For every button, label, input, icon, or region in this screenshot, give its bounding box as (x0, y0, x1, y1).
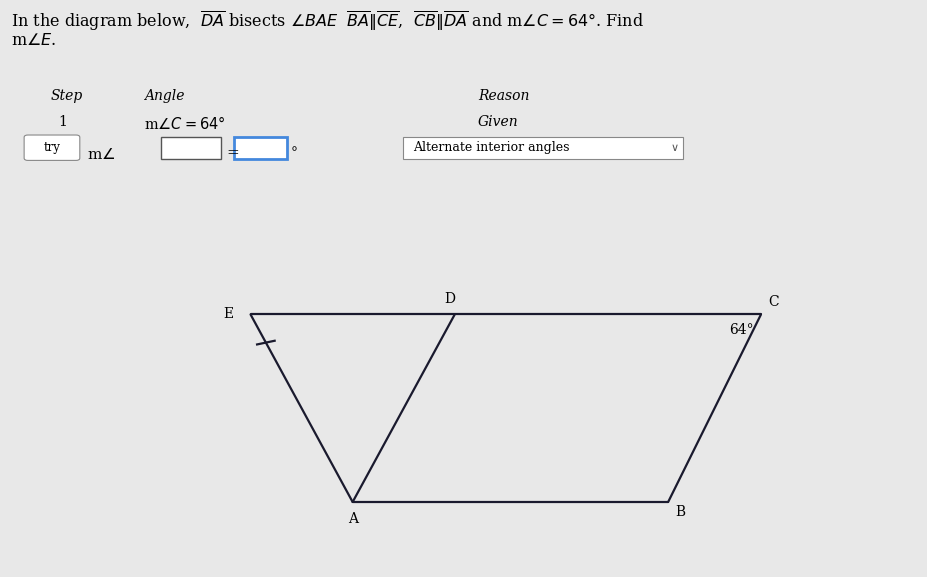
Text: =: = (226, 147, 239, 160)
FancyBboxPatch shape (402, 137, 682, 159)
Text: 1: 1 (58, 115, 68, 129)
FancyBboxPatch shape (234, 137, 286, 159)
Text: try: try (44, 141, 60, 154)
Text: Given: Given (477, 115, 518, 129)
Text: Alternate interior angles: Alternate interior angles (413, 141, 569, 154)
Text: m$\angle E$.: m$\angle E$. (11, 32, 57, 48)
Text: C: C (768, 295, 778, 309)
Text: B: B (675, 505, 685, 519)
Text: Step: Step (51, 89, 83, 103)
Text: ∨: ∨ (670, 143, 679, 153)
Text: Angle: Angle (144, 89, 184, 103)
FancyBboxPatch shape (161, 137, 221, 159)
Text: °: ° (290, 147, 298, 160)
Text: m$\angle$: m$\angle$ (87, 147, 116, 162)
Text: Reason: Reason (477, 89, 528, 103)
Text: m$\angle C = 64°$: m$\angle C = 64°$ (144, 115, 225, 132)
Text: 64°: 64° (728, 323, 753, 337)
Text: E: E (223, 308, 234, 321)
Text: In the diagram below,  $\overline{DA}$ bisects $\angle BAE$  $\overline{BA} \| \: In the diagram below, $\overline{DA}$ bi… (11, 9, 643, 33)
Text: D: D (444, 292, 455, 306)
FancyBboxPatch shape (24, 135, 80, 160)
Text: A: A (348, 512, 357, 526)
